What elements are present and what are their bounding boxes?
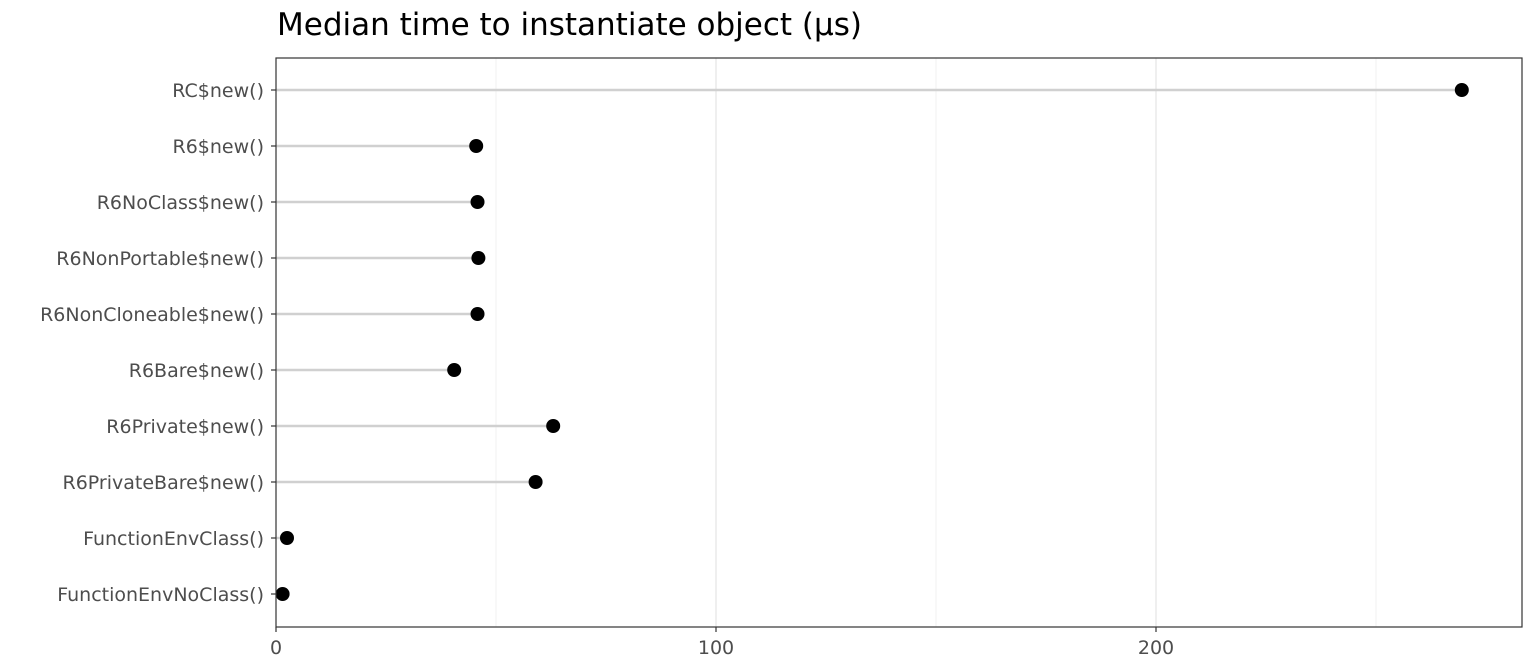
data-point — [470, 195, 485, 209]
data-points — [275, 83, 1469, 601]
y-tick-label: R6NonPortable$new() — [56, 248, 264, 270]
data-point — [471, 251, 486, 265]
y-tick-label: R6Private$new() — [106, 416, 264, 438]
y-tick-label: R6NoClass$new() — [97, 192, 264, 214]
y-axis: RC$new() R6$new() R6NoClass$new() R6NonPort… — [40, 80, 276, 606]
data-point — [546, 419, 561, 433]
y-tick-label: FunctionEnvClass() — [83, 528, 264, 550]
data-point — [447, 363, 462, 377]
y-tick-label: R6Bare$new() — [129, 360, 264, 382]
chart-title: Median time to instantiate object (µs) — [277, 7, 862, 43]
panel-border — [275, 57, 1523, 628]
lollipop-stems — [276, 88, 1462, 596]
data-point — [528, 475, 543, 489]
data-point — [1454, 83, 1469, 97]
grid-layer — [495, 58, 1377, 627]
x-tick-label: 100 — [698, 637, 734, 659]
x-tick-label: 200 — [1138, 637, 1174, 659]
x-tick-label: 0 — [270, 637, 282, 659]
data-point — [469, 139, 484, 153]
x-axis: 0 100 200 — [270, 627, 1174, 659]
data-point — [275, 587, 290, 601]
y-tick-label: R6$new() — [173, 136, 264, 158]
data-point — [470, 307, 485, 321]
y-tick-label: RC$new() — [172, 80, 264, 102]
y-tick-label: FunctionEnvNoClass() — [57, 584, 264, 606]
y-tick-label: R6NonCloneable$new() — [40, 304, 264, 326]
y-tick-label: R6PrivateBare$new() — [63, 472, 264, 494]
data-point — [280, 531, 294, 545]
